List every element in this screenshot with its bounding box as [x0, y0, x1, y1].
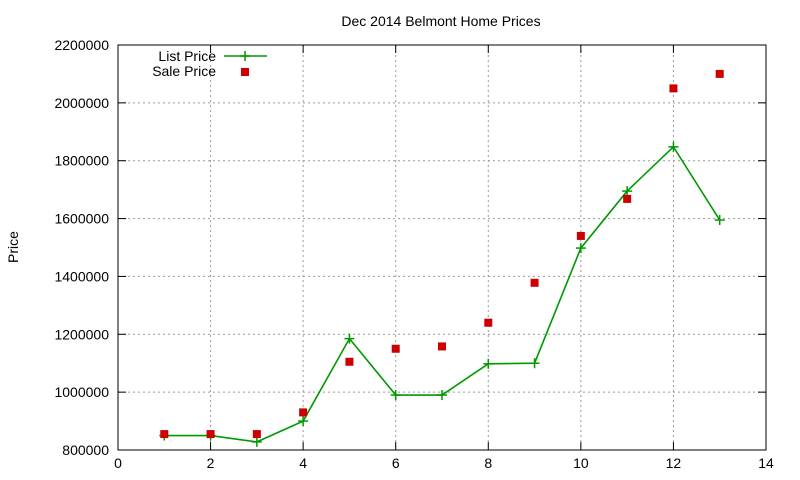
- data-point-list-price: [390, 390, 401, 401]
- x-tick-label: 14: [758, 455, 774, 471]
- legend: List Price Sale Price: [152, 48, 267, 79]
- data-point-list-price: [714, 215, 725, 226]
- data-point-list-price: [298, 416, 309, 427]
- data-point-sale-price: [715, 69, 724, 78]
- data-point-list-price: [344, 333, 355, 344]
- y-tick-label: 1800000: [54, 153, 109, 169]
- x-tick-label: 2: [207, 455, 215, 471]
- data-point-list-price: [251, 436, 262, 447]
- y-tick-label: 2000000: [54, 95, 109, 111]
- data-point-sale-price: [669, 84, 678, 93]
- plot-frame: [117, 44, 767, 451]
- x-tick-label: 12: [666, 455, 682, 471]
- data-point-sale-price: [484, 318, 493, 327]
- x-tick-label: 6: [392, 455, 400, 471]
- data-point-list-price: [575, 243, 586, 254]
- data-point-sale-price: [576, 231, 585, 240]
- data-point-sale-price: [206, 430, 215, 439]
- data-point-sale-price: [391, 344, 400, 353]
- y-axis-label: Price: [5, 231, 21, 263]
- series-list-price: [159, 141, 725, 447]
- x-tick-label: 0: [114, 455, 122, 471]
- data-point-sale-price: [623, 194, 632, 203]
- data-point-sale-price: [160, 430, 169, 439]
- legend-label-sale-price: Sale Price: [152, 63, 216, 79]
- data-point-sale-price: [252, 430, 261, 439]
- chart-title: Dec 2014 Belmont Home Prices: [341, 13, 540, 29]
- data-point-list-price: [668, 141, 679, 152]
- data-point-sale-price: [345, 357, 354, 366]
- data-point-list-price: [622, 186, 633, 197]
- x-tick-label: 8: [484, 455, 492, 471]
- y-tick-label: 800000: [62, 442, 109, 458]
- y-tick-label: 2200000: [54, 37, 109, 53]
- series-sale-price: [160, 69, 724, 439]
- data-point-sale-price: [530, 278, 539, 287]
- y-tick-label: 1600000: [54, 211, 109, 227]
- legend-swatch-sale-price: [241, 68, 249, 76]
- legend-marker-plus: [240, 51, 250, 61]
- y-tick-label: 1200000: [54, 326, 109, 342]
- x-tick-label: 10: [573, 455, 589, 471]
- legend-swatch-list-price: [224, 51, 267, 61]
- axis-ticks: 0 2 4 6 8 10 12 14 800000 1000000 1200000 1400000 16…: [54, 37, 774, 471]
- data-point-sale-price: [438, 342, 446, 351]
- legend-label-list-price: List Price: [158, 48, 216, 64]
- y-tick-label: 1400000: [54, 268, 109, 284]
- legend-marker-square: [241, 68, 249, 76]
- grid: [118, 45, 766, 450]
- data-point-sale-price: [299, 408, 308, 417]
- series: [159, 69, 725, 447]
- data-point-list-price: [529, 358, 540, 369]
- data-point-list-price: [437, 390, 447, 401]
- data-point-list-price: [483, 358, 494, 369]
- x-tick-label: 4: [299, 455, 307, 471]
- y-tick-label: 1000000: [54, 384, 109, 400]
